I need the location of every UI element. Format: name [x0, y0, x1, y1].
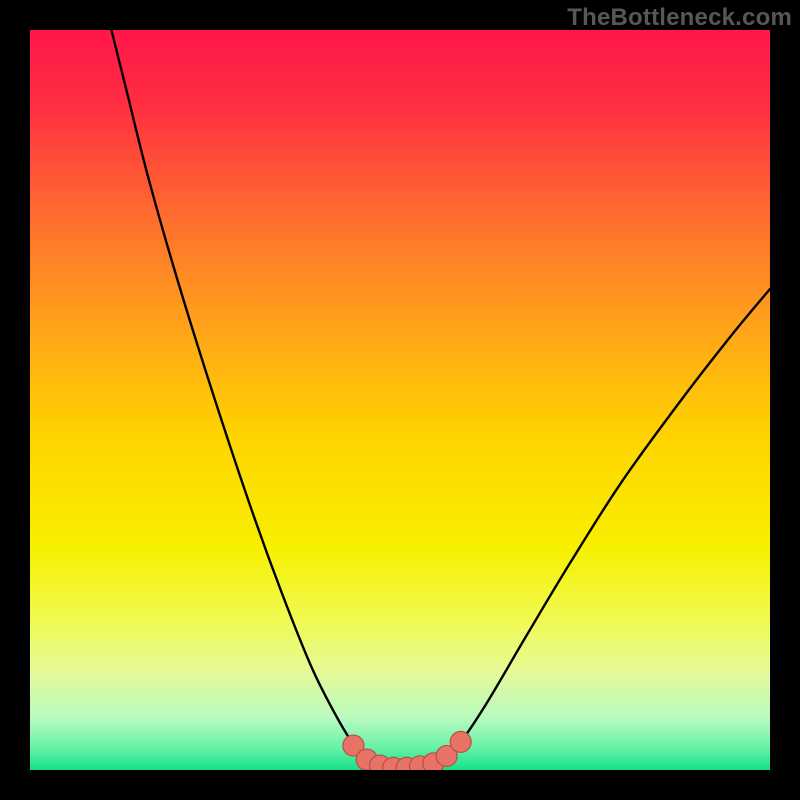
watermark-text: TheBottleneck.com: [567, 4, 792, 32]
plot-area: [30, 30, 770, 770]
chart-frame: TheBottleneck.com: [0, 0, 800, 800]
bottleneck-curve-chart: [30, 30, 770, 770]
optimal-marker: [450, 731, 471, 752]
gradient-background: [30, 30, 770, 770]
